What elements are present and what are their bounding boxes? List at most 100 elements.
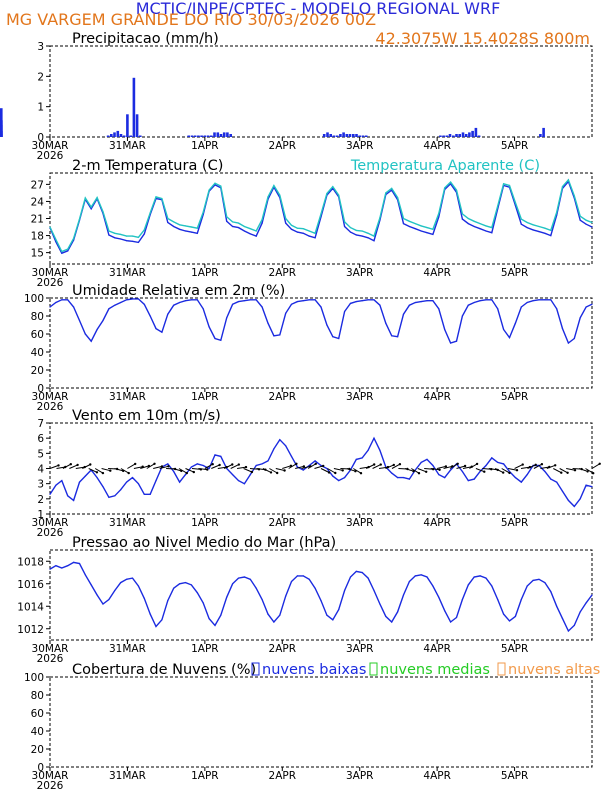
wind-speed-line-point: [208, 467, 210, 470]
wind-vector-head: [540, 463, 544, 466]
wind-speed-line-point: [267, 460, 269, 462]
wind-vector-head: [302, 465, 306, 468]
temp-line-point: [179, 228, 181, 230]
wind-vector-head: [244, 465, 248, 469]
pressure-line-point: [214, 624, 216, 627]
wind-vector: [379, 466, 389, 469]
precip-bar: [219, 134, 223, 137]
apparent-temp-line-point: [461, 213, 463, 215]
temp-line-point: [237, 227, 240, 229]
humidity-line-point: [402, 313, 405, 315]
wind-speed-line-point: [120, 489, 122, 491]
x-tick-label: 3APR: [346, 140, 374, 152]
wind-vector: [249, 468, 260, 470]
wind-vector-head: [269, 471, 273, 474]
apparent-temp-line-point: [267, 196, 269, 198]
apparent-temp-line-point: [491, 227, 493, 229]
pressure-line-point: [473, 576, 475, 578]
x-tick-label: 2APR: [269, 770, 297, 782]
wind-vector-head: [134, 462, 137, 466]
humidity-line-point: [314, 299, 316, 301]
humidity-line-point: [532, 300, 534, 302]
pressure-line-point: [450, 621, 452, 623]
pressure-line-point: [55, 565, 57, 567]
y-tick-label: 60: [31, 708, 44, 720]
temp-line-point: [402, 223, 405, 225]
humidity-line-point: [184, 300, 187, 302]
pressure-line-point: [202, 602, 204, 604]
temp-line-point: [408, 225, 410, 228]
temp-line-point: [585, 223, 587, 225]
humidity-line-point: [361, 300, 363, 302]
pressure-line-point: [120, 582, 122, 584]
wind-vector-head: [160, 465, 164, 468]
precip-bar: [229, 134, 232, 137]
legend-label: nuvens medias: [380, 662, 490, 678]
humidity-line-point: [432, 300, 434, 302]
x-tick-label: 30MAR: [32, 140, 69, 152]
temp-line-point: [285, 222, 287, 224]
pressure-line-point: [455, 616, 458, 619]
y-tick-label: 21: [31, 214, 44, 226]
humidity-line-point: [385, 322, 387, 324]
pressure-line-point: [255, 587, 257, 589]
apparent-temp-line-point: [585, 219, 587, 221]
humidity-line-point: [585, 306, 587, 308]
humidity-line-point: [391, 335, 393, 337]
pressure-line-point: [78, 562, 81, 565]
wind-vector-head: [456, 462, 459, 465]
wind-vector-head: [314, 462, 317, 465]
panel-title: Umidade Relativa em 2m (%): [72, 283, 285, 299]
y-tick-label: 80: [31, 690, 44, 702]
apparent-temp-line-point: [308, 230, 310, 232]
humidity-line-point: [120, 301, 122, 304]
apparent-temp-line-point: [261, 219, 263, 221]
apparent-temp-line-point: [255, 230, 257, 232]
wind-speed-line-point: [96, 477, 98, 479]
precip-bar: [326, 132, 329, 137]
wind-speed-line-point: [444, 477, 446, 479]
wind-vector: [269, 468, 278, 474]
wind-vector-head: [153, 462, 156, 465]
precip-bar: [213, 132, 216, 137]
wind-vector: [411, 468, 420, 474]
wind-vector: [275, 468, 285, 471]
panel-title: Precipitacao (mm/h): [72, 31, 219, 47]
humidity-line-point: [67, 299, 69, 301]
humidity-line-point: [591, 303, 593, 305]
y-tick-label: 100: [24, 293, 44, 305]
wind-vector-head: [192, 470, 195, 474]
x-tick-label: 30MAR: [32, 391, 69, 403]
x-tick-label: 1APR: [191, 391, 219, 403]
wind-vector: [501, 468, 510, 474]
humidity-line-point: [131, 298, 134, 300]
apparent-temp-line-point: [550, 229, 552, 231]
wind-speed-line-point: [184, 474, 187, 476]
wind-speed-line-point: [397, 477, 399, 479]
pressure-line-point: [285, 595, 287, 597]
temp-line-point: [491, 232, 493, 234]
wind-vector: [346, 468, 356, 472]
precip-bar: [113, 132, 116, 137]
panel-5: Pressao ao Nivel Medio do Mar (hPa) 1012 1…: [17, 535, 593, 665]
precip-bar: [439, 135, 442, 137]
pressure-line-point: [414, 575, 416, 577]
wind-speed-line-point: [514, 477, 517, 479]
x-tick-label: 5APR: [501, 267, 529, 279]
wind-vector: [56, 466, 66, 469]
temp-line-point: [302, 232, 304, 234]
wind-speed-line-point: [255, 464, 257, 467]
humidity-line-point: [538, 299, 540, 301]
wind-vector-head: [57, 464, 60, 467]
precip-bar: [193, 135, 197, 137]
apparent-temp-line-point: [473, 220, 475, 222]
wind-vector: [320, 468, 330, 473]
temp-line-point: [538, 231, 540, 233]
wind-vector: [585, 468, 594, 474]
wind-vector-head: [95, 471, 99, 474]
wind-speed-line-point: [143, 493, 145, 495]
temp-line-point: [373, 240, 375, 242]
x-tick-label: 1APR: [191, 517, 219, 529]
pressure-line-point: [114, 589, 116, 592]
humidity-line-point: [367, 299, 369, 301]
